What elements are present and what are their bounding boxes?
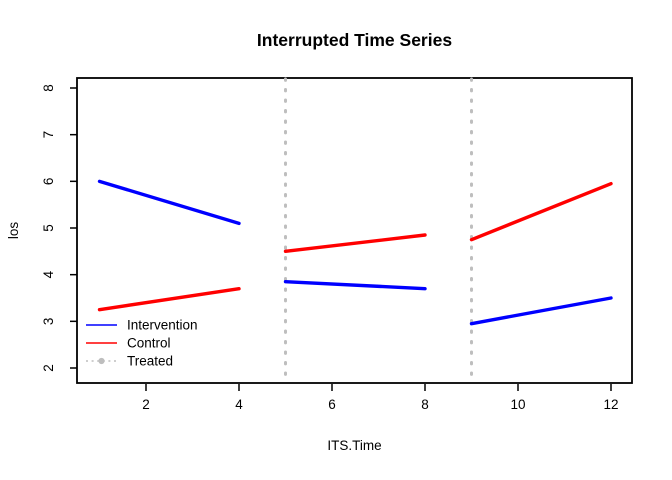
y-tick-label: 5 xyxy=(41,224,56,232)
interruption-lines xyxy=(284,77,473,384)
legend-label-treated: Treated xyxy=(127,354,173,369)
y-tick-label: 6 xyxy=(41,178,56,186)
y-tick-label: 4 xyxy=(41,270,56,278)
x-tick-label: 2 xyxy=(142,397,150,412)
y-axis: 2 3 4 5 6 7 8 xyxy=(41,84,77,372)
legend-point-treated xyxy=(98,357,105,365)
y-axis-title: los xyxy=(6,222,21,240)
series-control-segment-3 xyxy=(469,181,613,242)
series-control-segment-1 xyxy=(97,286,241,312)
y-tick-label: 7 xyxy=(41,131,56,139)
x-tick-label: 10 xyxy=(510,397,525,412)
series-intervention-segment-3 xyxy=(469,296,613,326)
y-tick-label: 2 xyxy=(41,364,56,372)
series-control-segment-2 xyxy=(283,233,427,254)
x-axis-title: ITS.Time xyxy=(327,438,381,453)
x-tick-label: 4 xyxy=(235,397,243,412)
chart-title: Interrupted Time Series xyxy=(257,30,452,50)
series-intervention-segment-2 xyxy=(283,279,427,291)
x-tick-label: 6 xyxy=(328,397,336,412)
legend: Intervention Control Treated xyxy=(86,318,198,369)
x-axis: 2 4 6 8 10 12 xyxy=(142,384,619,412)
x-tick-label: 8 xyxy=(421,397,429,412)
legend-label-control: Control xyxy=(127,336,171,351)
legend-label-intervention: Intervention xyxy=(127,318,198,333)
x-tick-label: 12 xyxy=(603,397,618,412)
y-tick-label: 8 xyxy=(41,84,56,92)
plot-box xyxy=(76,77,633,384)
plot-frame xyxy=(76,77,633,384)
series-intervention-segment-1 xyxy=(97,179,241,226)
y-tick-label: 3 xyxy=(41,318,56,326)
data-series xyxy=(97,179,613,326)
